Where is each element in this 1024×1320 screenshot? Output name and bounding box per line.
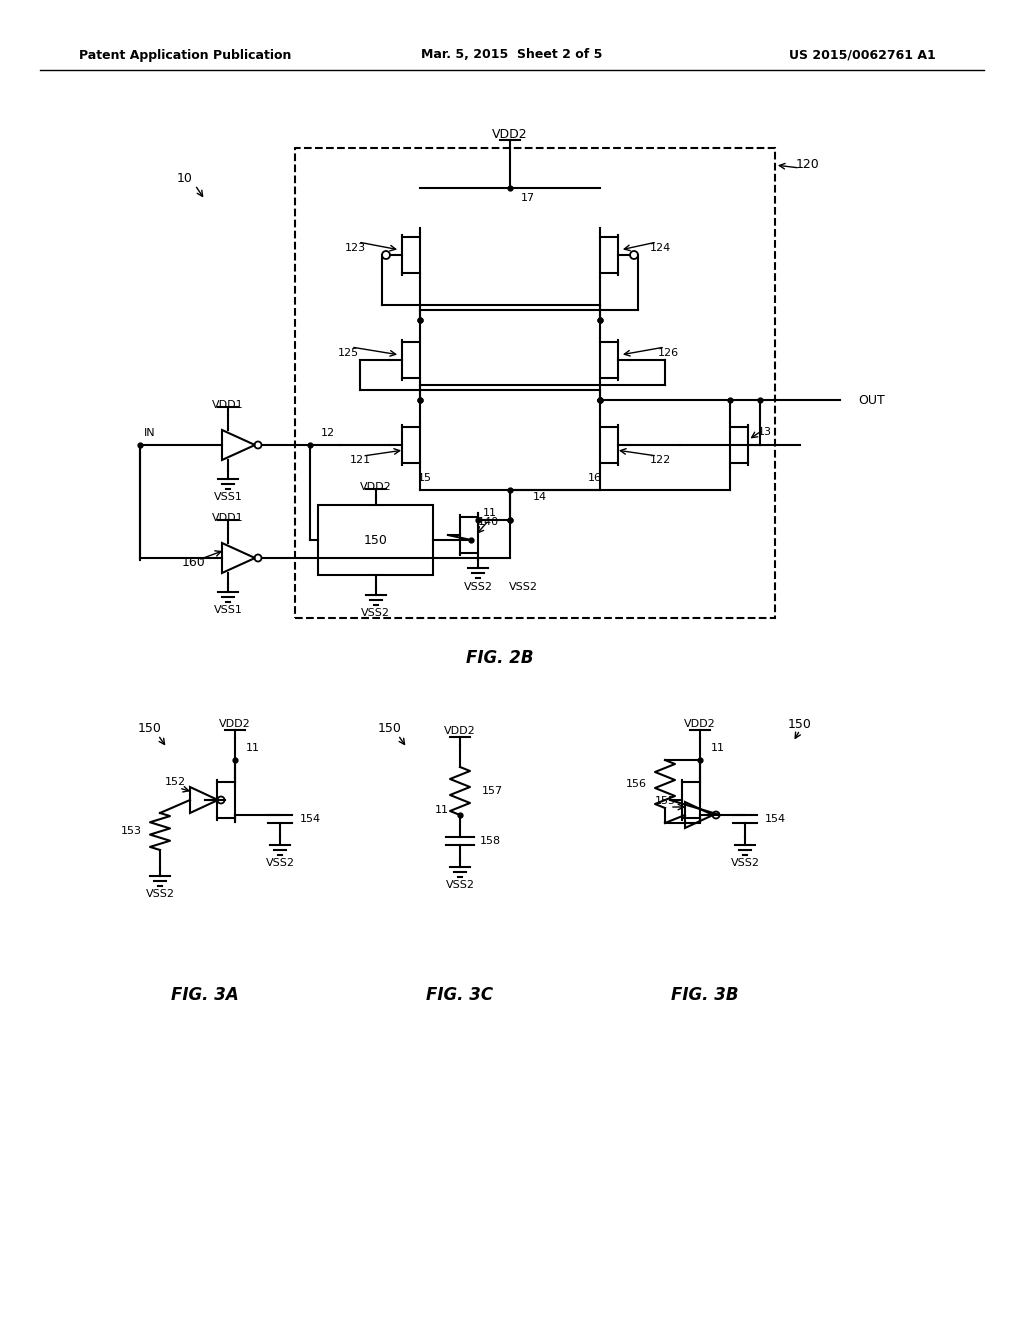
Text: FIG. 3C: FIG. 3C: [426, 986, 494, 1005]
Text: VDD1: VDD1: [212, 400, 244, 411]
Text: 157: 157: [482, 785, 503, 796]
Text: 150: 150: [788, 718, 812, 731]
Text: 120: 120: [796, 158, 820, 172]
Text: 140: 140: [477, 517, 499, 527]
Text: OUT: OUT: [858, 393, 885, 407]
Text: VDD1: VDD1: [212, 513, 244, 523]
Text: VSS1: VSS1: [214, 492, 243, 502]
Text: VDD2: VDD2: [359, 482, 391, 492]
Text: 152: 152: [165, 777, 185, 787]
Text: VDD2: VDD2: [444, 726, 476, 737]
Text: 14: 14: [532, 492, 547, 502]
Text: 125: 125: [338, 348, 358, 358]
Text: 17: 17: [521, 193, 536, 203]
Text: 11: 11: [246, 743, 260, 752]
Text: 158: 158: [480, 836, 501, 846]
Text: 126: 126: [657, 348, 679, 358]
Text: 123: 123: [344, 243, 366, 253]
Text: VSS2: VSS2: [445, 880, 474, 890]
Bar: [295, 148, 775, 618]
Text: 16: 16: [588, 473, 602, 483]
Text: 15: 15: [418, 473, 432, 483]
Text: VSS2: VSS2: [730, 858, 760, 869]
Text: 124: 124: [649, 243, 671, 253]
Text: 12: 12: [321, 428, 335, 438]
Text: 154: 154: [300, 814, 322, 824]
Text: VSS2: VSS2: [509, 582, 538, 591]
Text: 11: 11: [483, 508, 497, 517]
Text: 13: 13: [758, 426, 772, 437]
Text: 153: 153: [121, 826, 142, 837]
Text: VSS2: VSS2: [145, 888, 174, 899]
Text: 10: 10: [177, 172, 193, 185]
Text: 11: 11: [711, 743, 725, 752]
Text: 156: 156: [626, 779, 647, 789]
Text: 150: 150: [378, 722, 402, 734]
Text: 160: 160: [182, 557, 206, 569]
Text: 121: 121: [349, 455, 371, 465]
Text: 122: 122: [649, 455, 671, 465]
Text: VDD2: VDD2: [219, 719, 251, 729]
Text: 155: 155: [654, 796, 676, 807]
Text: US 2015/0062761 A1: US 2015/0062761 A1: [788, 49, 935, 62]
Text: 150: 150: [138, 722, 162, 734]
Bar: [318, 506, 433, 576]
Text: 11: 11: [435, 805, 449, 814]
Text: Patent Application Publication: Patent Application Publication: [79, 49, 291, 62]
Text: 150: 150: [364, 533, 387, 546]
Text: 154: 154: [765, 814, 786, 824]
Text: VSS2: VSS2: [361, 609, 390, 618]
Text: VSS1: VSS1: [214, 605, 243, 615]
Text: FIG. 3A: FIG. 3A: [171, 986, 239, 1005]
Text: FIG. 2B: FIG. 2B: [466, 649, 534, 667]
Text: VSS2: VSS2: [265, 858, 295, 869]
Text: FIG. 3B: FIG. 3B: [672, 986, 738, 1005]
Text: VSS2: VSS2: [464, 582, 493, 591]
Text: VDD2: VDD2: [684, 719, 716, 729]
Text: Mar. 5, 2015  Sheet 2 of 5: Mar. 5, 2015 Sheet 2 of 5: [421, 49, 603, 62]
Text: IN: IN: [144, 428, 156, 438]
Text: VDD2: VDD2: [493, 128, 527, 140]
